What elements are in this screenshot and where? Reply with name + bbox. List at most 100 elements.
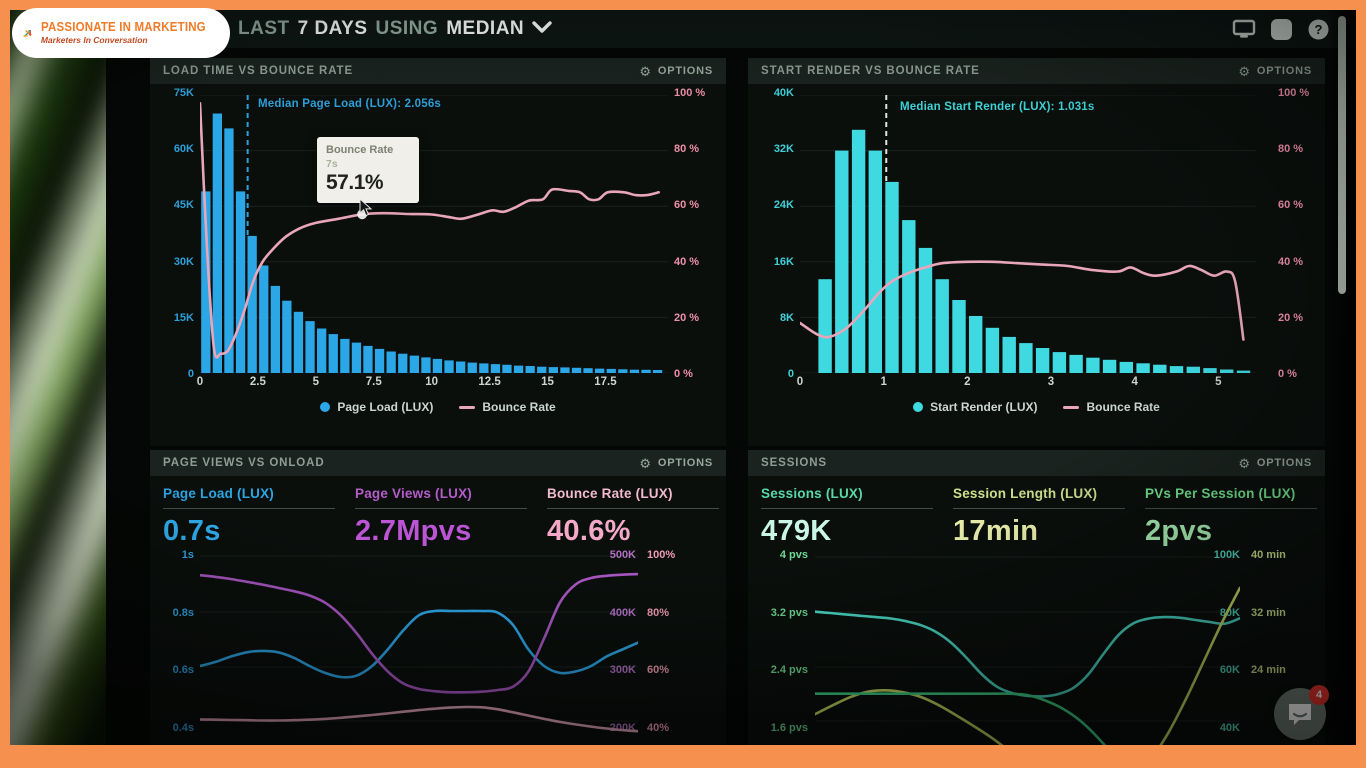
legend-item: Bounce Rate: [1063, 400, 1160, 414]
sessions-chart: [815, 556, 1240, 745]
x-axis-tick: 5: [312, 376, 320, 388]
chat-unread-badge: 4: [1309, 685, 1329, 705]
y-axis-tick: 45K: [173, 199, 194, 212]
x-axis-tick: 12.5: [478, 376, 501, 388]
panel-load-time-vs-bounce-rate: LOAD TIME VS BOUNCE RATE ⚙ OPTIONS 75K 60K…: [150, 58, 726, 446]
x-axis-tick: 2.5: [249, 376, 266, 388]
logo-arrows-icon: [22, 29, 32, 38]
legend-item: Bounce Rate: [459, 400, 556, 414]
y-axis-tick: 75K: [173, 87, 194, 99]
x-axis: 0 1 2 3 4 5: [796, 376, 1256, 390]
y-axis-tick: 0 %: [674, 367, 693, 380]
y-axis-tick: 8K: [779, 311, 794, 324]
median-annotation: Median Page Load (LUX): 2.056s: [258, 98, 442, 110]
y-axis-tick: 1s: [181, 549, 194, 561]
y-axis-tick: 60K 24 min: [1219, 664, 1286, 677]
options-button[interactable]: ⚙ OPTIONS: [1238, 63, 1312, 79]
legend-item: Start Render (LUX): [913, 400, 1037, 414]
x-axis-tick: 0: [196, 376, 204, 388]
x-axis-tick: 15: [541, 376, 554, 388]
y-axis-left: 75K 60K 45K 30K 15K 0: [154, 87, 194, 381]
load-time-chart: [200, 95, 668, 373]
metric-sessions: Sessions (LUX) 479K: [761, 486, 933, 548]
site-logo: PASSIONATE IN MARKETING Marketers In Con…: [12, 8, 230, 58]
panel-start-render-vs-bounce-rate: START RENDER VS BOUNCE RATE ⚙ OPTIONS 40K…: [748, 58, 1325, 446]
y-axis-tick: 20 %: [674, 311, 700, 324]
y-axis-tick: 40K: [1219, 721, 1240, 734]
x-axis-tick: 17.5: [594, 376, 617, 388]
y-axis-tick: 2.4 pvs: [770, 664, 808, 677]
logo-subtitle: Marketers In Conversation: [40, 35, 148, 46]
x-axis-tick: 3: [1047, 376, 1055, 388]
logo-title: PASSIONATE IN MARKETING: [40, 19, 206, 34]
x-axis-tick: 0: [796, 376, 804, 388]
gear-icon: ⚙: [1238, 455, 1251, 471]
chart-legend: Page Load (LUX) Bounce Rate: [150, 400, 726, 414]
y-axis-tick: 500K 100%: [609, 549, 676, 561]
options-button[interactable]: ⚙ OPTIONS: [1238, 455, 1312, 471]
metric-page-views: Page Views (LUX) 2.7Mpvs: [355, 486, 527, 548]
y-axis-tick: 0 %: [1278, 367, 1297, 380]
y-axis-tick: 1.6 pvs: [770, 721, 808, 734]
y-axis-tick: 300K 60%: [609, 664, 670, 677]
y-axis-tick: 3.2 pvs: [770, 606, 808, 619]
x-axis-tick: 1: [880, 376, 887, 388]
page-views-chart: [200, 555, 638, 733]
scrollbar[interactable]: [1338, 16, 1346, 294]
median-annotation: Median Start Render (LUX): 1.031s: [900, 101, 1095, 113]
gear-icon: ⚙: [639, 455, 652, 471]
y-axis-tick: 0.8s: [172, 606, 194, 619]
gear-icon: ⚙: [639, 63, 652, 79]
options-button[interactable]: ⚙ OPTIONS: [639, 63, 713, 79]
title-metric: MEDIAN: [446, 18, 525, 39]
chat-launcher-button[interactable]: 4: [1274, 685, 1329, 740]
panel-sessions: SESSIONS ⚙ OPTIONS Sessions (LUX) 479K Se…: [748, 450, 1325, 745]
y-axis-tick: 80 %: [674, 143, 700, 156]
top-bar: LAST 7 DAYS USING MEDIAN ?: [106, 10, 1356, 48]
title-range: 7 DAYS: [297, 18, 368, 39]
panel-title: SESSIONS: [761, 457, 827, 469]
metric-pvs-per-session: PVs Per Session (LUX) 2pvs: [1145, 486, 1317, 548]
y-axis-tick: 60 %: [1278, 199, 1304, 212]
mouse-cursor-icon: [359, 197, 374, 222]
options-button[interactable]: ⚙ OPTIONS: [639, 455, 713, 471]
y-axis-tick: 0: [187, 367, 194, 380]
y-axis-tick: 40K: [773, 87, 794, 99]
y-axis-tick: 16K: [773, 255, 794, 268]
date-range-dropdown[interactable]: LAST 7 DAYS USING MEDIAN: [238, 10, 552, 48]
x-axis: 0 2.5 5 7.5 10 12.5 15 17.5: [196, 376, 668, 390]
y-axis-tick: 0.4s: [172, 721, 194, 734]
tooltip-title: Bounce Rate: [326, 144, 394, 156]
y-axis-tick: 32K: [773, 143, 794, 156]
y-axis-tick: 100K 40 min: [1213, 549, 1286, 561]
monitor-icon[interactable]: [1232, 17, 1256, 41]
y-axis-tick: 400K 80%: [609, 606, 670, 619]
panel-title: PAGE VIEWS VS ONLOAD: [163, 457, 325, 469]
y-axis-tick: 4 pvs: [779, 549, 808, 561]
x-axis-tick: 5: [1215, 376, 1222, 388]
metric-bounce-rate: Bounce Rate (LUX) 40.6%: [547, 486, 719, 548]
y-axis-tick: 24K: [773, 199, 794, 212]
y-axis-tick: 0.6s: [172, 664, 194, 677]
chat-bubble-icon: [1289, 704, 1311, 725]
y-axis-tick: 15K: [173, 311, 194, 324]
help-icon[interactable]: ?: [1306, 17, 1330, 41]
x-axis-tick: 10: [425, 376, 439, 388]
metric-session-length: Session Length (LUX) 17min: [953, 486, 1125, 548]
tooltip-x-value: 7s: [326, 158, 338, 170]
gear-icon: ⚙: [1238, 63, 1251, 79]
chart-legend: Start Render (LUX) Bounce Rate: [748, 400, 1325, 414]
share-icon[interactable]: [1269, 17, 1293, 41]
y-axis-tick: 0: [787, 367, 794, 380]
x-axis-tick: 7.5: [365, 376, 382, 388]
legend-item: Page Load (LUX): [320, 400, 433, 414]
chart-tooltip: Bounce Rate 7s 57.1%: [317, 137, 419, 203]
panel-page-views-vs-onload: PAGE VIEWS VS ONLOAD ⚙ OPTIONS Page Load …: [150, 450, 726, 745]
panel-title: START RENDER VS BOUNCE RATE: [761, 65, 980, 77]
chevron-down-icon: [532, 18, 552, 40]
y-axis-tick: 80 %: [1278, 143, 1304, 156]
plant-background: [10, 10, 106, 745]
y-axis-right: 100 % 80 % 60 % 40 % 20 % 0 %: [674, 87, 722, 381]
y-axis-tick: 40 %: [674, 255, 700, 268]
panel-title: LOAD TIME VS BOUNCE RATE: [163, 65, 354, 77]
